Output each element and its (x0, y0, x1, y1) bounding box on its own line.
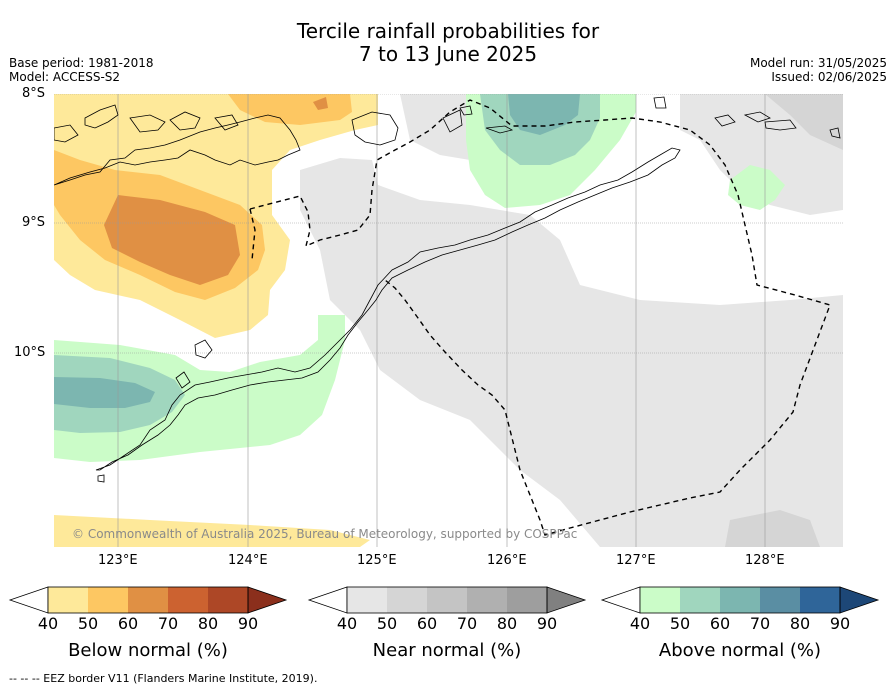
colorbar-tick-label: 80 (197, 614, 219, 633)
meta-right: Model run: 31/05/2025 Issued: 02/06/2025 (750, 56, 887, 84)
colorbar-tick-label: 40 (629, 614, 651, 633)
colorbar-segment (720, 587, 760, 613)
colorbar-arrow-high (546, 586, 587, 614)
colorbar-title-near: Near normal (%) (372, 640, 522, 661)
lat-label-10s: 10°S (14, 345, 46, 360)
lon-label-124e: 124°E (228, 553, 268, 568)
colorbar-tick-label: 60 (709, 614, 731, 633)
colorbar-segment (128, 587, 168, 613)
gridlines (54, 94, 843, 547)
colorbar-tick-label: 40 (37, 614, 59, 633)
lon-label-125e: 125°E (357, 553, 397, 568)
colorbar-tick-label: 90 (536, 614, 558, 633)
above-normal-region (508, 94, 580, 135)
colorbar-segment (427, 587, 467, 613)
colorbar-tick-label: 50 (669, 614, 691, 633)
coastlines (54, 96, 841, 483)
below-normal-region (104, 195, 240, 285)
colorbar-tick-label: 70 (749, 614, 771, 633)
lon-label-127e: 127°E (616, 553, 656, 568)
colorbar-tick-label: 80 (496, 614, 518, 633)
title-line-1: Tercile rainfall probabilities for (296, 19, 600, 43)
eez-footnote: -- -- -- EEZ border V11 (Flanders Marine… (9, 672, 318, 685)
near-normal-region (300, 158, 843, 547)
copyright-notice: © Commonwealth of Australia 2025, Bureau… (72, 527, 578, 541)
lon-label-123e: 123°E (98, 553, 138, 568)
colorbar-arrow-low (600, 586, 641, 614)
colorbar-segment (48, 587, 88, 613)
above-normal-region (54, 377, 155, 408)
meta-left: Base period: 1981-2018 Model: ACCESS-S2 (9, 56, 154, 84)
colorbar-segment (760, 587, 800, 613)
title-line-2: 7 to 13 June 2025 (358, 42, 538, 66)
near-normal-region (765, 94, 843, 150)
issued-date: Issued: 02/06/2025 (771, 70, 887, 84)
colorbar-frame (346, 586, 548, 614)
colorbar-tick-label: 40 (336, 614, 358, 633)
colorbar-tick-label: 70 (157, 614, 179, 633)
colorbar-tick-label: 50 (77, 614, 99, 633)
map-title: Tercile rainfall probabilities for 7 to … (0, 20, 896, 66)
colorbar-segment (347, 587, 387, 613)
colorbar-tick-label: 80 (789, 614, 811, 633)
colorbar-tick-label: 60 (117, 614, 139, 633)
near-normal-region (725, 510, 820, 547)
lat-label-9s: 9°S (22, 215, 46, 230)
lon-label-126e: 126°E (487, 553, 527, 568)
lat-label-8s: 8°S (22, 86, 46, 101)
colorbar-arrow-high (247, 586, 288, 614)
base-period: Base period: 1981-2018 (9, 56, 154, 70)
colorbar-title-above: Above normal (%) (658, 640, 822, 661)
model-run: Model run: 31/05/2025 (749, 56, 887, 70)
colorbar-segment (467, 587, 507, 613)
colorbar-arrow-low (307, 586, 348, 614)
colorbar-tick-label: 70 (456, 614, 478, 633)
colorbar-title-below: Below normal (%) (68, 640, 228, 661)
colorbar-segment (208, 587, 248, 613)
colorbar-above-normal (600, 586, 880, 614)
colorbar-tick-label: 50 (376, 614, 398, 633)
below-normal-region (54, 515, 370, 547)
eez-border (249, 99, 831, 536)
colorbar-segment (168, 587, 208, 613)
colorbar-segment (680, 587, 720, 613)
above-normal-region (728, 165, 785, 210)
lon-label-128e: 128°E (745, 553, 785, 568)
colorbar-segment (507, 587, 547, 613)
below-normal-region (313, 97, 328, 110)
colorbar-frame (47, 586, 249, 614)
colorbar-below-normal (8, 586, 288, 614)
colorbar-frame (639, 586, 841, 614)
colorbar-segment (387, 587, 427, 613)
colorbar-segment (800, 587, 840, 613)
colorbar-arrow-low (8, 586, 49, 614)
colorbar-tick-label: 90 (829, 614, 851, 633)
colorbar-segment (88, 587, 128, 613)
colorbar-tick-label: 90 (237, 614, 259, 633)
colorbar-tick-label: 60 (416, 614, 438, 633)
colorbar-arrow-high (839, 586, 880, 614)
map-field (54, 94, 843, 547)
colorbar-segment (640, 587, 680, 613)
colorbar-near-normal (307, 586, 587, 614)
model-name: Model: ACCESS-S2 (9, 70, 121, 84)
colorbars (8, 586, 880, 614)
